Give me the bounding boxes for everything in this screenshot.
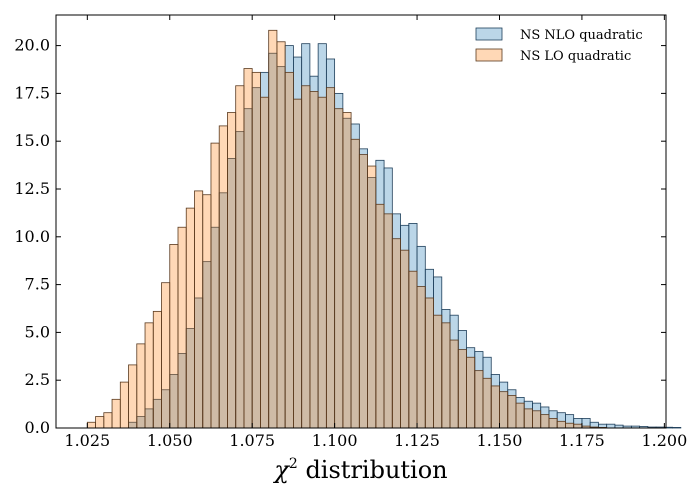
x-tick-label: 1.125 — [394, 431, 440, 450]
legend: NS NLO quadratic NS LO quadratic — [475, 27, 643, 64]
histogram-bar — [474, 370, 484, 429]
histogram-bar — [268, 29, 278, 429]
histogram-bar — [144, 322, 154, 429]
histogram-bar — [128, 364, 138, 429]
histogram-bar — [408, 270, 418, 429]
y-tick-label: 0.0 — [25, 418, 50, 437]
histogram-bar — [523, 408, 533, 429]
histogram-bar — [293, 98, 303, 429]
histogram-bar — [482, 377, 492, 429]
y-tick-label: 10.0 — [14, 227, 50, 246]
histogram-bar — [532, 410, 542, 429]
histogram-bar — [235, 85, 245, 429]
x-axis-title: χ2 distribution — [272, 456, 447, 484]
y-tick-label: 12.5 — [14, 179, 50, 198]
histogram-bar — [391, 238, 401, 429]
histogram-bar — [177, 226, 187, 429]
histogram-bar — [210, 142, 220, 429]
histogram-bar — [243, 68, 253, 429]
histogram-bar — [119, 381, 129, 429]
histogram-bar — [276, 41, 286, 429]
histogram-bar — [548, 418, 558, 429]
histogram-bar — [260, 96, 270, 429]
histogram-bar — [565, 422, 575, 429]
histogram-bar — [325, 87, 336, 429]
histogram-bar — [416, 286, 426, 429]
histogram-bar — [441, 322, 451, 429]
histogram-bar — [309, 91, 319, 429]
histogram-bar — [284, 71, 294, 429]
y-tick-label: 17.5 — [14, 83, 50, 102]
histogram-bar — [218, 125, 228, 429]
histogram-bar — [606, 423, 616, 429]
y-tick-label: 2.5 — [25, 370, 50, 389]
histogram-bar — [433, 314, 443, 429]
histogram-bar — [202, 194, 212, 429]
histogram-bar — [556, 420, 566, 429]
histogram-bar — [540, 414, 550, 429]
x-tick-label: 1.100 — [312, 431, 358, 450]
histogram-bar — [383, 213, 393, 429]
legend-label: NS LO quadratic — [520, 49, 631, 64]
histogram-bar — [251, 71, 261, 429]
histogram-bar — [358, 154, 368, 429]
histogram-bar — [227, 112, 237, 429]
series-2 — [86, 29, 608, 429]
histogram-series-layer — [86, 29, 682, 429]
legend-swatch — [475, 48, 503, 62]
histogram-bar — [449, 339, 459, 429]
histogram-bar — [317, 96, 327, 429]
histogram-bar — [161, 282, 171, 429]
histogram-bar — [103, 412, 113, 429]
histogram-bar — [334, 108, 344, 429]
series-1 — [128, 43, 682, 429]
x-axis-title-superscript: 2 — [289, 456, 298, 472]
histogram-bar — [515, 402, 525, 429]
x-tick-label: 1.175 — [559, 431, 605, 450]
x-tick-label: 1.075 — [229, 431, 275, 450]
histogram-bar — [111, 398, 121, 429]
histogram-bar — [466, 356, 476, 429]
histogram-bar — [507, 395, 517, 429]
histogram-bar — [185, 207, 195, 429]
y-tick-label: 7.5 — [25, 275, 50, 294]
x-tick-label: 1.150 — [477, 431, 523, 450]
histogram-bar — [194, 190, 204, 429]
axis-ticks: 1.025 1.050 1.075 1.100 1.125 1.150 1.175 1.200… — [14, 15, 687, 450]
histogram-bar — [490, 385, 500, 429]
histogram-bar — [350, 138, 360, 429]
y-tick-label: 15.0 — [14, 131, 50, 150]
histogram-bar — [152, 310, 162, 429]
y-tick-label: 5.0 — [25, 322, 50, 341]
histogram-bar — [86, 421, 96, 429]
x-tick-label: 1.200 — [641, 431, 687, 450]
histogram-bar — [375, 203, 385, 429]
x-tick-label: 1.050 — [147, 431, 193, 450]
histogram-bar — [95, 416, 105, 429]
histogram-bar — [400, 249, 410, 429]
histogram-bar — [301, 85, 311, 429]
histogram-bar — [367, 165, 377, 429]
histogram-bar — [499, 391, 509, 429]
histogram-bar — [342, 112, 352, 429]
histogram-bar — [136, 343, 146, 429]
x-axis-title-text: distribution — [298, 456, 448, 484]
y-tick-label: 20.0 — [14, 36, 50, 55]
histogram-bar — [457, 349, 467, 429]
legend-swatch — [475, 27, 503, 41]
plot-frame — [55, 14, 667, 429]
histogram-bar — [573, 423, 583, 429]
x-tick-label: 1.025 — [64, 431, 110, 450]
legend-label: NS NLO quadratic — [520, 28, 643, 43]
histogram-bar — [424, 297, 434, 429]
histogram-bar — [169, 244, 179, 429]
histogram-bar — [672, 427, 682, 429]
x-axis-title-symbol: χ — [272, 456, 290, 484]
